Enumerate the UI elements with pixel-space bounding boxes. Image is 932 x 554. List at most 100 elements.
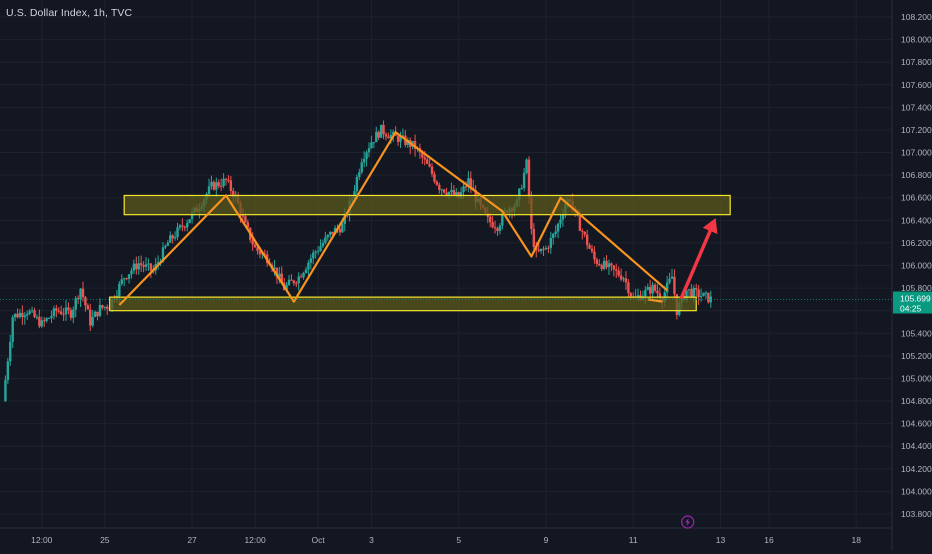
candle	[554, 225, 557, 238]
zones[interactable]	[109, 194, 731, 312]
candle	[699, 288, 703, 302]
candle	[542, 246, 545, 256]
candle	[704, 290, 708, 299]
price-tick-label: 105.800	[901, 283, 932, 293]
candle	[329, 231, 332, 239]
price-tick-label: 105.000	[901, 373, 932, 383]
time-tick-label: 12:00	[244, 535, 266, 545]
zone-rectangle[interactable]	[109, 296, 697, 312]
price-tick-label: 106.600	[901, 193, 932, 203]
candle	[656, 283, 659, 299]
candle	[164, 244, 167, 249]
price-tick-label: 106.000	[901, 261, 932, 271]
candle	[590, 244, 594, 254]
candle	[64, 300, 68, 321]
candle	[464, 181, 468, 192]
price-tick-label: 107.000	[901, 148, 932, 158]
pattern-polyline[interactable]	[647, 298, 663, 303]
candle	[304, 266, 308, 274]
candle	[326, 234, 330, 241]
price-tick-label: 107.800	[901, 57, 932, 67]
candle	[79, 287, 82, 308]
candle	[593, 246, 596, 264]
candle	[130, 267, 133, 279]
candle	[302, 271, 305, 280]
candle	[38, 309, 41, 329]
candle	[287, 275, 291, 287]
candle	[215, 177, 218, 198]
candle	[496, 226, 499, 236]
time-tick-label: 3	[369, 535, 374, 545]
candle	[646, 283, 649, 291]
candle	[309, 254, 313, 270]
candle	[9, 334, 12, 366]
zone-rectangle[interactable]	[123, 194, 731, 216]
price-tick-label: 104.000	[901, 486, 932, 496]
candle	[665, 275, 669, 300]
time-axis[interactable]: 12:00 25 27 12:00 Oct 3 5 9 11 13 16 18	[31, 535, 861, 545]
candle	[67, 302, 70, 315]
candle	[69, 307, 73, 321]
candle	[525, 158, 528, 175]
candle	[600, 263, 603, 272]
price-tick-label: 106.800	[901, 170, 932, 180]
lightning-icon[interactable]	[681, 515, 695, 529]
candle	[93, 310, 97, 318]
candle	[217, 179, 220, 189]
time-tick-label: 11	[629, 535, 638, 545]
arrow-shaft[interactable]	[679, 229, 712, 299]
price-axis[interactable]: 108.200 108.000 107.800 107.600 107.400 107.2…	[901, 12, 932, 519]
candle	[6, 357, 10, 384]
candle	[387, 132, 390, 139]
candle	[467, 171, 470, 193]
candle	[367, 142, 371, 158]
price-badge-value: 105.699	[900, 293, 931, 303]
candle	[171, 233, 174, 244]
arrow[interactable]	[679, 218, 718, 299]
candle	[375, 126, 378, 143]
candle	[139, 255, 143, 272]
candle	[178, 224, 182, 231]
candle	[122, 277, 126, 287]
price-badge-box	[893, 291, 932, 314]
candle	[144, 257, 148, 272]
candle	[91, 310, 94, 328]
time-tick-label: 13	[716, 535, 726, 545]
candle	[549, 231, 553, 254]
candle	[222, 173, 225, 189]
candle	[709, 290, 712, 308]
candle	[256, 246, 259, 255]
candle	[435, 180, 439, 186]
candle	[384, 132, 388, 141]
candle	[72, 306, 75, 324]
candle	[290, 274, 293, 281]
candle	[547, 245, 550, 254]
arrow-head[interactable]	[702, 218, 718, 235]
candle	[653, 282, 657, 293]
price-tick-label: 108.200	[901, 12, 932, 22]
candle	[702, 292, 705, 297]
lightning-marker[interactable]	[681, 515, 695, 529]
candle	[132, 259, 136, 274]
candle	[379, 124, 383, 138]
candle	[149, 262, 153, 279]
candle	[52, 305, 56, 320]
price-tick-label: 104.800	[901, 396, 932, 406]
candle	[452, 185, 456, 197]
price-tick-label: 104.400	[901, 441, 932, 451]
candle	[135, 256, 138, 275]
candle	[103, 306, 107, 311]
pattern-polyline[interactable]	[118, 131, 668, 306]
candle	[612, 265, 616, 277]
candle	[125, 277, 128, 281]
candle	[292, 279, 296, 286]
candle	[581, 228, 584, 240]
pattern-lines[interactable]	[118, 131, 668, 306]
candle	[355, 174, 359, 197]
price-tick-label: 107.600	[901, 80, 932, 90]
candle	[210, 175, 213, 190]
candle	[372, 142, 376, 149]
time-tick-label: 5	[456, 535, 461, 545]
